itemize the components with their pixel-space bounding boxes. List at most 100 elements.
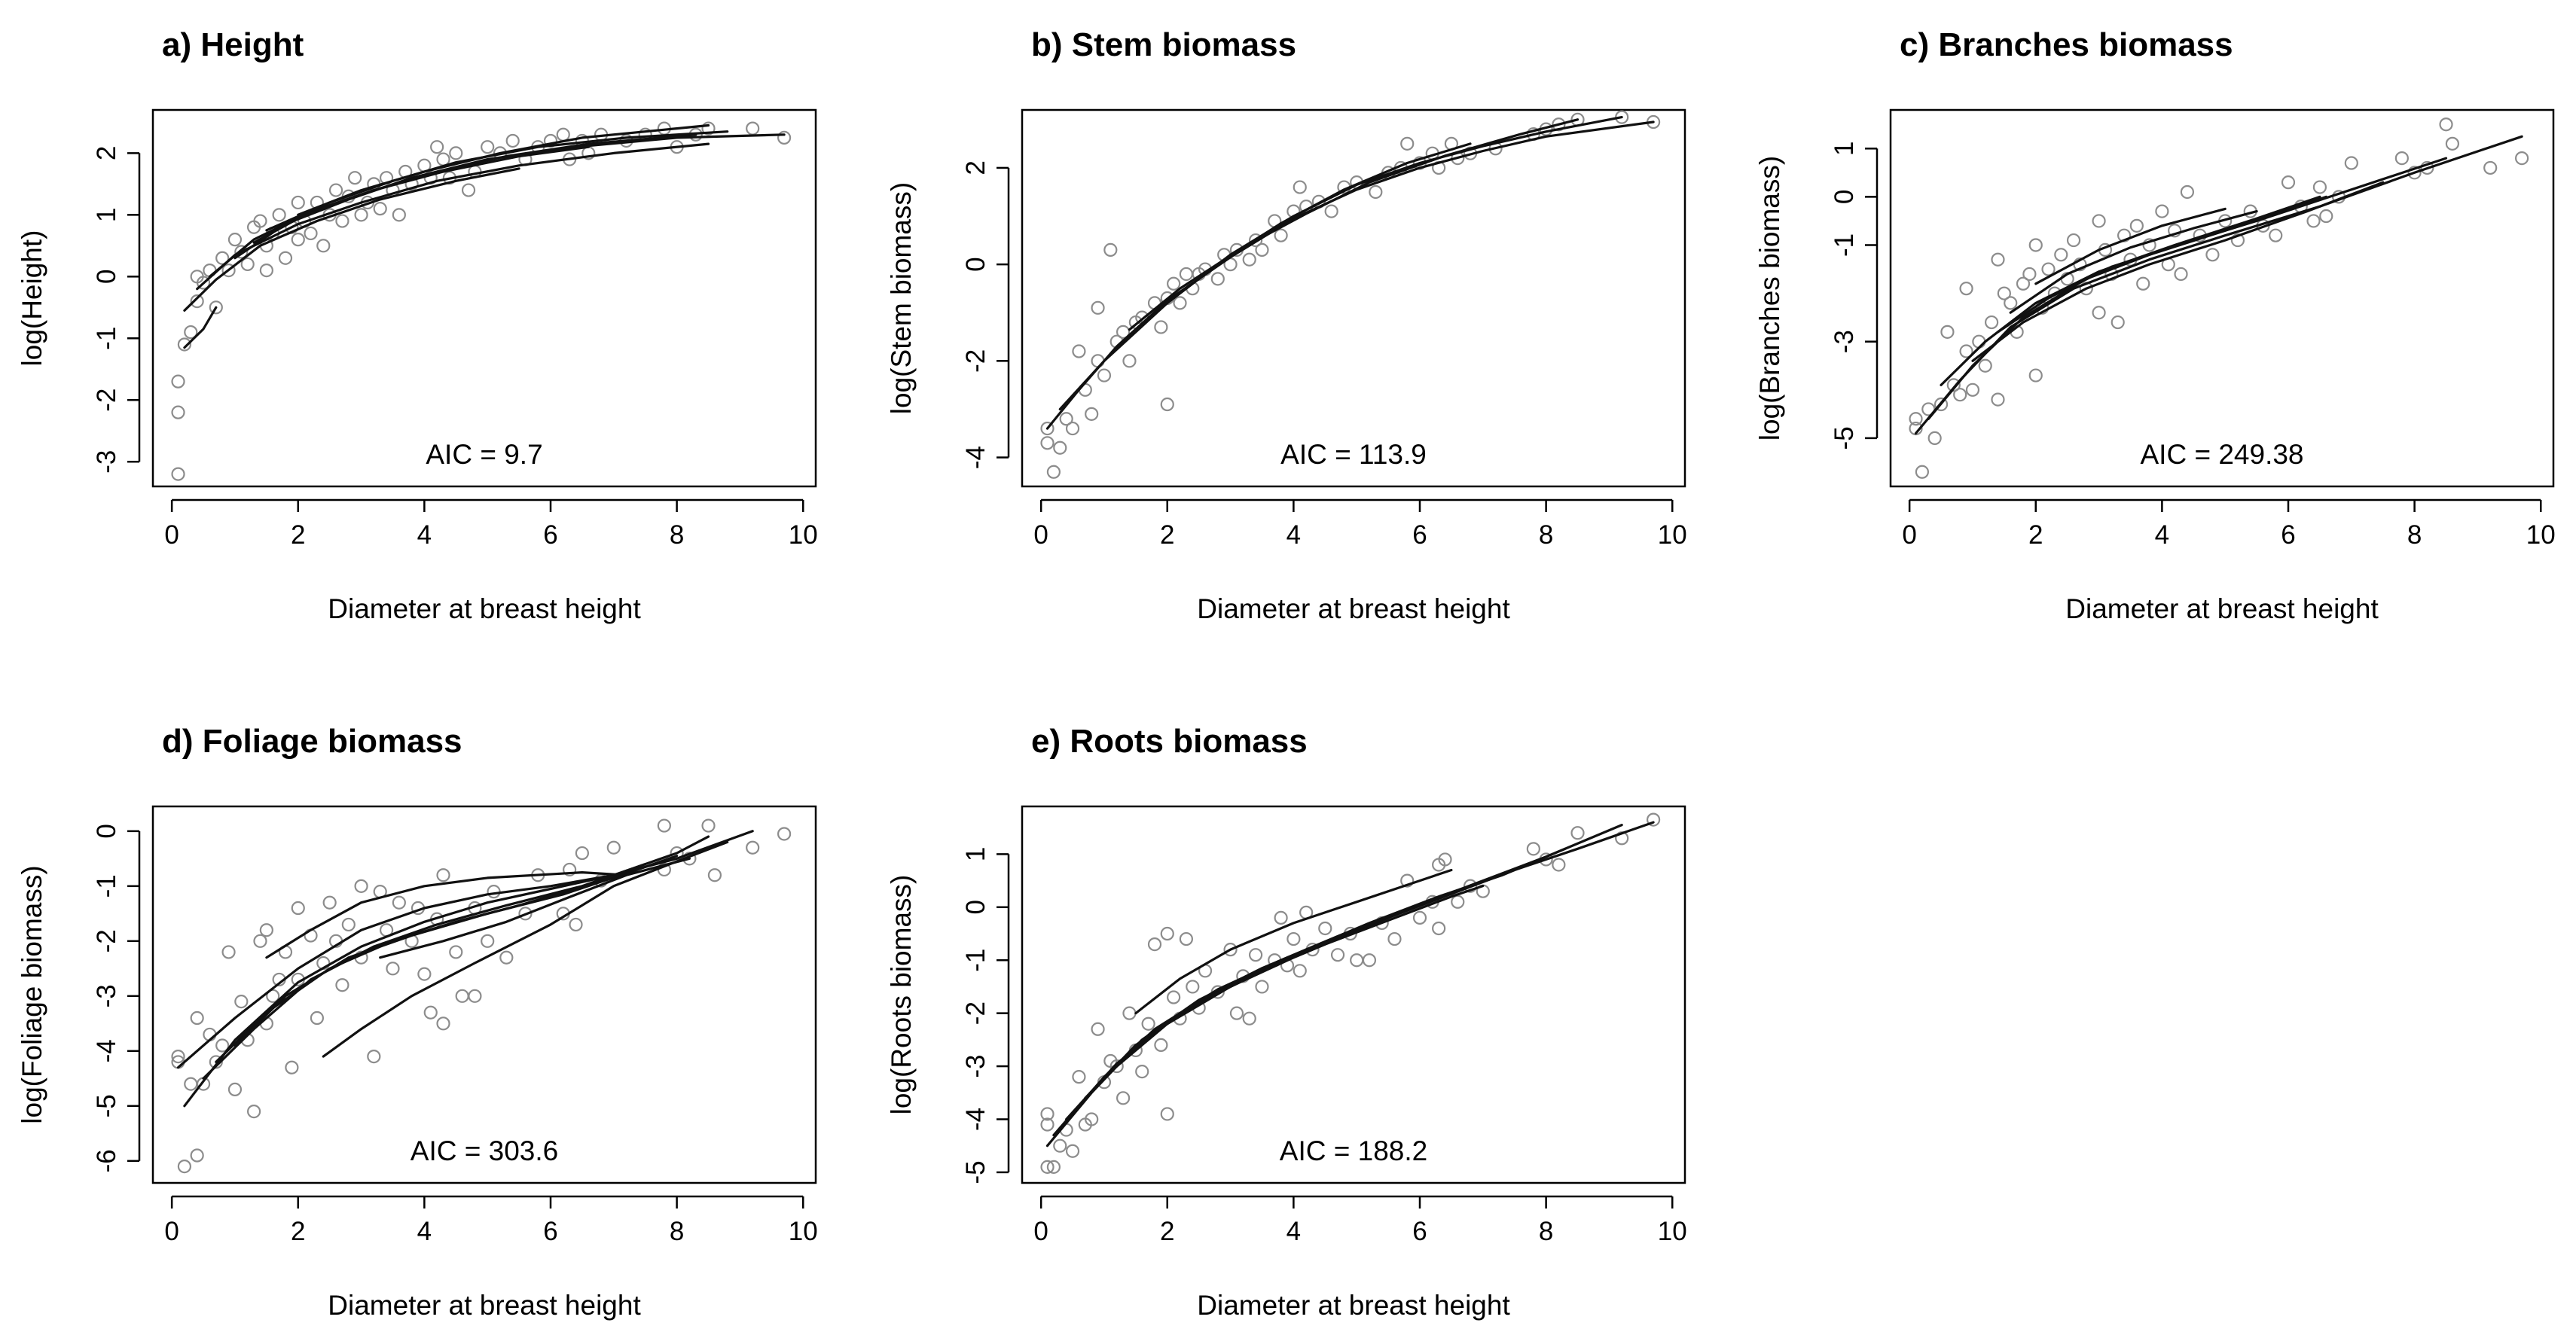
- panel-a-ylabel: log(Height): [17, 230, 47, 367]
- panel-c-data-point: [2004, 296, 2018, 310]
- panel-c-data-point: [1972, 334, 1986, 349]
- panel-e-y-tick-label: -4: [961, 1108, 990, 1131]
- panel-a-data-point: [449, 146, 463, 160]
- panel-c-data-point: [1991, 392, 2005, 407]
- panel-e-data-point: [1160, 926, 1174, 941]
- panel-e-data-point: [1432, 921, 1446, 936]
- panel-a-data-point: [701, 121, 716, 136]
- panel-d: d) Foliage biomass 0 2 4 6 8 10 -6 -5 -4 -3 -2 -1 0 Di…: [17, 723, 818, 1321]
- panel-b-data-point: [1065, 421, 1080, 436]
- panel-c-x-tick-label: 2: [2028, 520, 2043, 550]
- panel-e-data-point: [1552, 858, 1566, 872]
- panel-d-data-point: [227, 1082, 243, 1097]
- panel-a-fit-curve: [297, 123, 710, 216]
- panel-d-data-point: [436, 1016, 450, 1031]
- panel-b-x-tick-label: 8: [1539, 520, 1553, 550]
- panel-d-data-point: [367, 1050, 381, 1064]
- panel-a-data-point: [556, 127, 570, 142]
- panel-c-data-point: [1965, 383, 1980, 397]
- panel-e-data-point: [1229, 1006, 1244, 1020]
- panel-e-data-point: [1350, 953, 1364, 968]
- panel-e-data-point: [1387, 931, 1402, 946]
- panel-e-data-point: [1085, 1112, 1099, 1126]
- panel-e-data-point: [1274, 910, 1288, 925]
- panel-d-fit-curve: [379, 857, 691, 959]
- panel-d-data-point: [259, 923, 273, 937]
- panel-e-data-point: [1046, 1160, 1061, 1174]
- panel-a-plot-area: [171, 121, 792, 481]
- panel-e-fit-curve: [1065, 847, 1567, 1121]
- panel-a-y-tick-label: -3: [92, 450, 121, 474]
- panel-c-data-point: [2420, 160, 2434, 175]
- panel-c-data-point: [2306, 214, 2321, 228]
- panel-e-data-point: [1412, 910, 1427, 925]
- panel-b: b) Stem biomass 0 2 4 6 8 10 -4 -2 0 2 Diameter at …: [886, 26, 1687, 624]
- panel-b-y-tick-label: 0: [961, 257, 990, 271]
- panel-a-xlabel: Diameter at breast height: [328, 593, 641, 624]
- panel-e-data-point: [1053, 1138, 1067, 1153]
- panel-c-data-point: [2054, 248, 2068, 262]
- panel-c-data-point: [1934, 397, 1949, 412]
- panel-c-data-point: [2022, 267, 2037, 282]
- panel-d-data-point: [190, 1148, 204, 1163]
- panel-c-fit-curve: [1971, 181, 2385, 362]
- panel-c-data-point: [2092, 306, 2106, 320]
- panel-c-data-point: [2445, 136, 2460, 151]
- panel-c-data-point: [1915, 465, 1930, 479]
- panel-c-data-point: [1978, 358, 1992, 373]
- panel-e-fit-curve: [1052, 824, 1623, 1137]
- panel-b-data-point: [1274, 228, 1288, 242]
- panel-c-data-point: [1946, 378, 1961, 392]
- panel-c-x-tick-label: 0: [1902, 520, 1916, 550]
- panel-b-data-point: [1053, 440, 1067, 455]
- panel-d-ylabel: log(Foliage biomass): [17, 865, 47, 1123]
- panel-e-data-point: [1463, 879, 1478, 893]
- panel-c-fit-curve: [2034, 207, 2227, 285]
- panel-e-x-tick-label: 10: [1658, 1217, 1687, 1246]
- panel-e-data-point: [1116, 1091, 1131, 1105]
- panel-e-fit-curve: [1045, 821, 1655, 1148]
- panel-a-y-tick-label: -1: [92, 327, 121, 350]
- panel-d-data-point: [481, 934, 495, 948]
- panel-a-aic-label: AIC = 9.7: [426, 439, 542, 470]
- panel-d-data-point: [436, 868, 450, 882]
- panel-d-data-point: [455, 989, 469, 1003]
- panel-b-data-point: [1072, 344, 1086, 358]
- panel-d-data-point: [777, 827, 792, 841]
- panel-b-data-point: [1046, 465, 1061, 479]
- panel-c-y-tick-label: -5: [1830, 426, 1859, 450]
- panel-c-data-point: [2142, 238, 2156, 252]
- panel-a-data-point: [190, 294, 204, 309]
- panel-d-fit-curve: [265, 871, 628, 959]
- panel-d-title: d) Foliage biomass: [162, 723, 462, 760]
- panel-d-data-point: [177, 1160, 192, 1174]
- panel-a-data-point: [196, 276, 211, 290]
- panel-d-y-tick-label: -3: [92, 984, 121, 1007]
- panel-d-data-point: [234, 995, 249, 1009]
- panel-b-data-point: [1103, 242, 1118, 257]
- panel-d-frame: [151, 805, 817, 1184]
- panel-a-data-point: [328, 183, 343, 197]
- panel-a-data-point: [505, 133, 520, 148]
- panel-c-x-tick-label: 4: [2155, 520, 2169, 550]
- panel-a-data-point: [348, 171, 362, 185]
- panel-b-frame: [1021, 108, 1686, 488]
- panel-a-data-point: [253, 214, 267, 228]
- panel-e-data-point: [1179, 931, 1194, 946]
- panel-a-data-point: [316, 239, 331, 253]
- panel-d-x-tick-label: 6: [543, 1217, 557, 1246]
- panel-e-x-tick-label: 6: [1412, 1217, 1427, 1246]
- panel-c-x-tick-label: 6: [2281, 520, 2295, 550]
- panel-c-x-tick-label: 10: [2526, 520, 2556, 550]
- panel-e-data-point: [1040, 1160, 1055, 1174]
- panel-e-data-point: [1451, 895, 1465, 909]
- panel-c-data-point: [2312, 180, 2327, 194]
- panel-a-data-point: [430, 140, 444, 154]
- panel-c-data-point: [1984, 315, 1999, 330]
- panel-a-data-point: [171, 405, 185, 419]
- panel-b-data-point: [1040, 436, 1055, 450]
- panel-c-data-point: [1940, 325, 1955, 339]
- panel-b-xlabel: Diameter at breast height: [1197, 593, 1510, 624]
- panel-e-data-point: [1109, 1059, 1124, 1074]
